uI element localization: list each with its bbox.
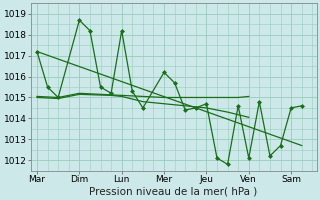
X-axis label: Pression niveau de la mer( hPa ): Pression niveau de la mer( hPa ) bbox=[90, 187, 258, 197]
